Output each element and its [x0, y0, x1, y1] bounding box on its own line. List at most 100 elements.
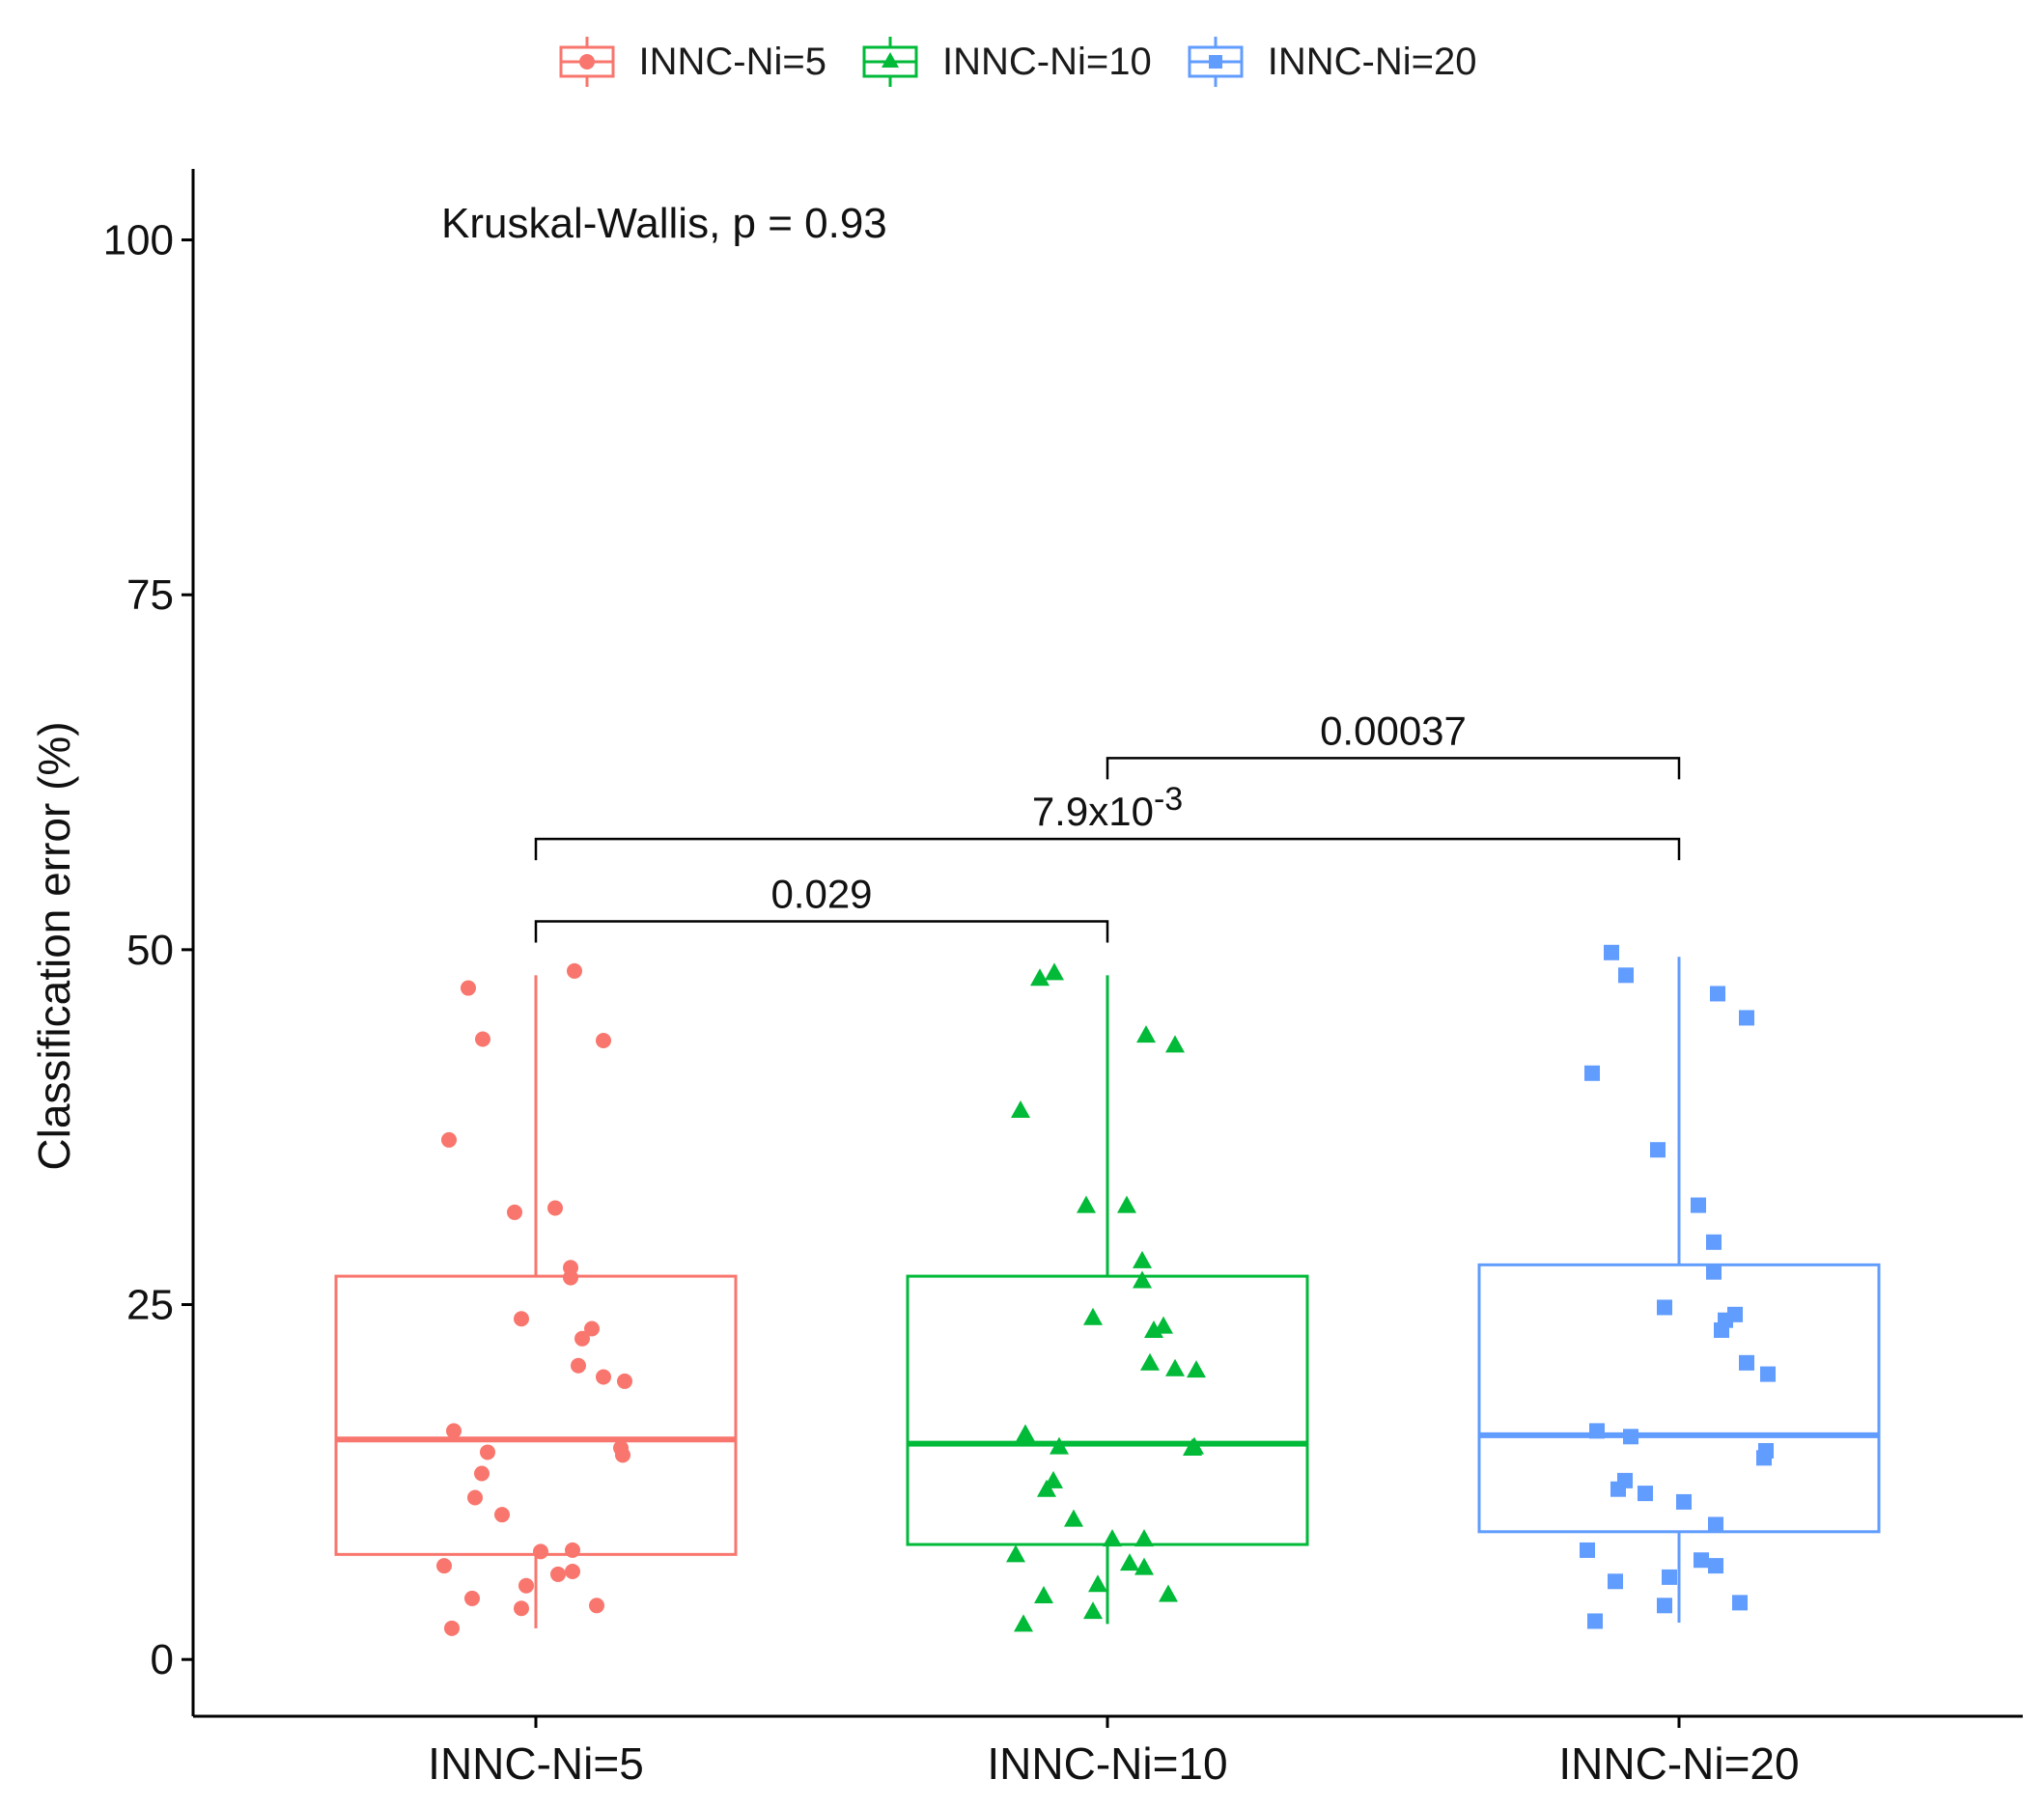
data-point: [1083, 1601, 1103, 1620]
data-point: [596, 1032, 611, 1048]
data-point: [1183, 1438, 1202, 1457]
data-point: [1134, 1557, 1154, 1575]
data-point: [1710, 986, 1725, 1002]
data-point: [1739, 1354, 1754, 1371]
data-point: [1580, 1542, 1595, 1558]
box-iqr: [334, 1274, 738, 1556]
data-point: [436, 1558, 452, 1574]
data-point: [1037, 1479, 1056, 1497]
data-point: [1608, 1573, 1623, 1590]
data-point: [567, 962, 582, 979]
data-point: [480, 1444, 495, 1460]
x-tick-label: INNC-Ni=20: [1558, 1738, 1799, 1789]
data-point: [494, 1507, 510, 1523]
data-point: [1165, 1035, 1185, 1053]
data-point: [550, 1566, 566, 1582]
x-tick-label: INNC-Ni=5: [428, 1738, 644, 1789]
data-point: [461, 980, 476, 996]
data-point: [1638, 1486, 1653, 1502]
p-value-label: 0.029: [770, 871, 872, 916]
data-point: [1756, 1450, 1772, 1466]
y-tick-label: 50: [126, 927, 174, 974]
data-point: [1587, 1613, 1603, 1629]
y-tick-label: 100: [103, 217, 174, 264]
data-point: [1589, 1423, 1605, 1439]
legend-item-innc-ni-10: INNC-Ni=10: [859, 35, 1152, 89]
data-point: [1708, 1558, 1723, 1574]
data-point: [584, 1320, 600, 1337]
data-point: [1120, 1553, 1139, 1571]
legend-key-square-icon: [1188, 37, 1244, 87]
data-point: [1030, 968, 1050, 987]
data-point: [474, 1465, 490, 1482]
data-point: [547, 1200, 563, 1216]
data-point: [1657, 1299, 1672, 1316]
data-point: [1676, 1493, 1692, 1510]
data-point: [1159, 1584, 1178, 1602]
data-point: [565, 1563, 580, 1579]
y-tick-label: 75: [126, 571, 174, 619]
data-points: [436, 944, 1776, 1636]
data-point: [467, 1489, 483, 1506]
kruskal-wallis-label: Kruskal-Wallis, p = 0.93: [441, 200, 887, 247]
data-point: [1088, 1574, 1107, 1593]
data-point: [1739, 1010, 1754, 1026]
p-value-label: 0.00037: [1320, 708, 1467, 753]
legend-item-innc-ni-5: INNC-Ni=5: [556, 35, 826, 89]
comparison-bracket: [534, 837, 1681, 861]
data-point: [1016, 1424, 1035, 1442]
data-point: [1706, 1264, 1722, 1280]
data-point: [589, 1598, 604, 1614]
comparison-brackets: 0.029 7.9x10-3 0.00037: [534, 708, 1681, 943]
data-point: [1083, 1307, 1103, 1325]
data-point: [1050, 1436, 1069, 1455]
data-point: [1604, 944, 1619, 960]
data-point: [1165, 1358, 1185, 1376]
legend-label: INNC-Ni=10: [942, 40, 1152, 83]
legend-label: INNC-Ni=5: [638, 40, 827, 83]
data-point: [464, 1590, 480, 1606]
data-point: [514, 1311, 529, 1327]
data-point: [1662, 1569, 1677, 1585]
legend: INNC-Ni=5 INNC-Ni=10 INNC-Ni=20: [0, 33, 2044, 91]
data-point: [563, 1269, 578, 1286]
data-point: [441, 1131, 457, 1148]
y-tick-label: 0: [151, 1636, 174, 1683]
data-point: [571, 1357, 586, 1374]
data-point: [1618, 967, 1634, 984]
data-point: [1103, 1529, 1122, 1547]
data-point: [1760, 1366, 1776, 1382]
data-point: [1117, 1195, 1136, 1213]
data-point: [1034, 1585, 1053, 1603]
legend-label: INNC-Ni=20: [1267, 40, 1477, 83]
data-point: [1045, 962, 1064, 981]
data-point: [596, 1369, 611, 1385]
data-point: [533, 1543, 548, 1560]
data-point: [1077, 1195, 1096, 1213]
data-point: [1014, 1614, 1033, 1632]
data-point: [1136, 1025, 1156, 1043]
data-point: [1006, 1544, 1025, 1563]
data-point: [1732, 1595, 1748, 1611]
data-point: [1144, 1320, 1163, 1338]
box-iqr: [906, 1274, 1309, 1546]
data-point: [1623, 1429, 1638, 1445]
legend-key-triangle-icon: [862, 37, 918, 87]
data-point: [507, 1204, 522, 1220]
data-point: [1610, 1481, 1626, 1497]
data-point: [1133, 1270, 1152, 1289]
data-point: [1657, 1598, 1672, 1614]
comparison-bracket: [534, 920, 1109, 943]
data-point: [1187, 1360, 1206, 1378]
data-point: [514, 1600, 529, 1617]
data-point: [1694, 1552, 1709, 1569]
data-point: [1134, 1529, 1154, 1547]
data-point: [1011, 1100, 1030, 1119]
data-point: [1714, 1321, 1729, 1338]
data-point: [613, 1440, 629, 1457]
comparison-bracket: [1106, 757, 1681, 780]
data-point: [565, 1542, 580, 1558]
data-point: [1706, 1234, 1722, 1250]
